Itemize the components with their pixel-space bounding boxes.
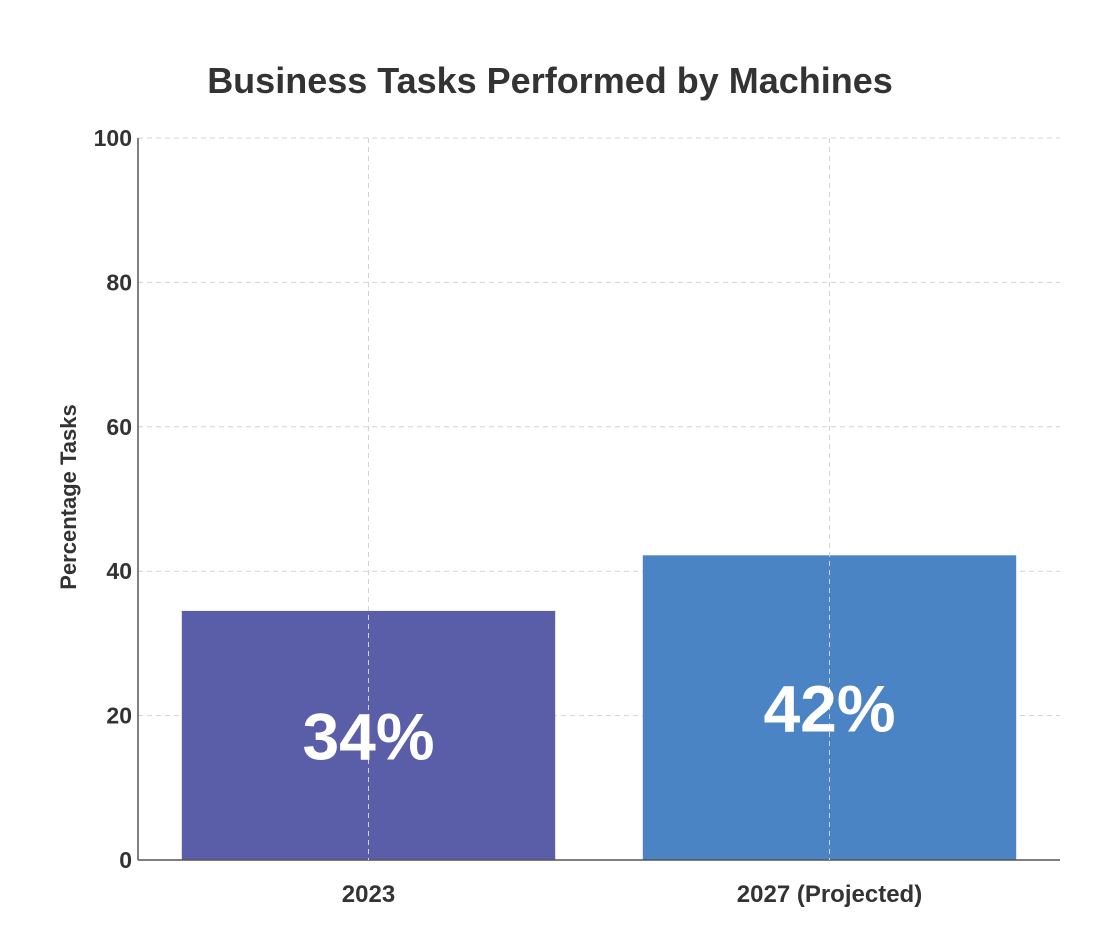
bar-data-label: 34%	[302, 699, 434, 773]
y-tick-label: 60	[106, 414, 132, 440]
y-axis-label: Percentage Tasks	[56, 404, 81, 589]
y-tick-label: 40	[106, 558, 132, 584]
y-tick-label: 100	[94, 125, 132, 151]
x-tick-label: 2027 (Projected)	[737, 881, 922, 908]
x-tick-label: 2023	[342, 881, 395, 908]
chart-title: Business Tasks Performed by Machines	[207, 60, 893, 101]
y-tick-label: 20	[106, 703, 132, 729]
bar-data-label: 42%	[763, 672, 895, 746]
y-tick-label: 80	[106, 269, 132, 295]
y-tick-label: 0	[119, 847, 132, 873]
